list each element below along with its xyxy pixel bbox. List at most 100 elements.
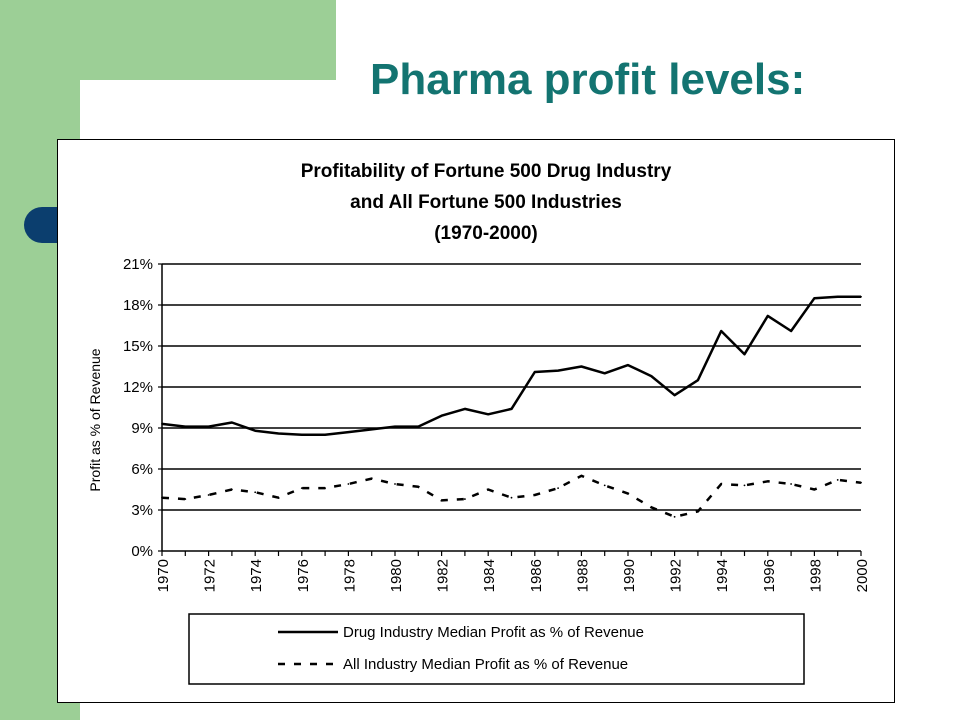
- x-tick-label: 1980: [388, 559, 405, 592]
- data-point: [510, 496, 513, 499]
- data-point: [836, 479, 839, 481]
- data-point: [697, 510, 699, 513]
- chart-title-line-1: Profitability of Fortune 500 Drug Indust…: [301, 161, 672, 182]
- data-point: [487, 413, 490, 416]
- data-point: [580, 474, 583, 477]
- data-point: [650, 506, 653, 509]
- data-point: [184, 498, 187, 500]
- chart-title-line-3: (1970-2000): [434, 223, 538, 244]
- x-tick-label: 1986: [528, 559, 545, 592]
- x-tick-label: 1972: [202, 559, 219, 592]
- data-point: [324, 487, 326, 490]
- data-point: [697, 379, 699, 382]
- data-point: [440, 499, 443, 502]
- data-point: [557, 369, 559, 372]
- axes: [158, 263, 862, 556]
- data-point: [277, 496, 280, 499]
- data-point: [510, 407, 513, 410]
- y-tick-label: 9%: [131, 420, 153, 437]
- data-point: [324, 433, 326, 436]
- data-point: [394, 425, 396, 428]
- data-point: [184, 425, 187, 428]
- data-point: [766, 480, 769, 483]
- x-tick-label: 1978: [341, 559, 358, 592]
- x-tick-label: 2000: [854, 559, 871, 592]
- data-point: [347, 483, 350, 485]
- data-point: [231, 488, 233, 491]
- data-point: [533, 494, 536, 496]
- data-point: [627, 492, 629, 495]
- data-point: [627, 364, 629, 367]
- x-tick-label: 1988: [574, 559, 591, 592]
- y-tick-label: 21%: [123, 256, 153, 273]
- data-point: [254, 429, 257, 432]
- x-tick-label: 1996: [761, 559, 778, 592]
- data-point: [161, 423, 163, 425]
- x-tick-labels: 1970 1972 1974 1976 1978 1980 1982 1984 1986 1988…: [155, 559, 871, 592]
- data-point: [650, 375, 653, 377]
- data-point: [464, 407, 466, 410]
- data-point: [440, 414, 443, 417]
- legend-label-all: All Industry Median Profit as % of Reven…: [343, 656, 628, 673]
- y-axis-label: Profit as % of Revenue: [87, 348, 103, 491]
- header-green-block: [0, 0, 336, 80]
- x-tick-label: 1984: [481, 559, 498, 592]
- data-point: [813, 297, 816, 300]
- series-drug-industry: [161, 295, 862, 437]
- x-tick-label: 1976: [295, 559, 312, 592]
- data-point: [557, 487, 559, 490]
- data-point: [347, 431, 350, 433]
- legend-label-drug: Drug Industry Median Profit as % of Reve…: [343, 624, 644, 641]
- x-tick-label: 1994: [714, 559, 731, 592]
- data-point: [766, 315, 769, 317]
- y-tick-label: 3%: [131, 502, 153, 519]
- y-tick-label: 15%: [123, 338, 153, 355]
- y-tick-label: 18%: [123, 297, 153, 314]
- data-point: [277, 432, 280, 435]
- data-point: [300, 433, 303, 436]
- y-tick-label: 12%: [123, 379, 153, 396]
- profitability-chart: Profitability of Fortune 500 Drug Indust…: [87, 161, 871, 685]
- data-point: [487, 488, 490, 491]
- data-point: [720, 330, 723, 332]
- data-point: [417, 485, 420, 488]
- data-point: [207, 494, 210, 496]
- data-point: [300, 487, 303, 490]
- data-point: [603, 372, 606, 375]
- data-point: [743, 484, 746, 487]
- data-point: [161, 496, 163, 499]
- y-tick-label: 6%: [131, 461, 153, 478]
- chart-title-line-2: and All Fortune 500 Industries: [350, 192, 622, 213]
- series-line: [161, 295, 861, 437]
- data-point: [673, 394, 676, 397]
- legend-box: [188, 613, 805, 685]
- chart-frame: Profitability of Fortune 500 Drug Indust…: [57, 139, 895, 703]
- legend: Drug Industry Median Profit as % of Reve…: [188, 613, 805, 685]
- y-tick-label: 0%: [131, 543, 153, 560]
- x-tick-label: 1998: [807, 559, 824, 592]
- data-point: [207, 425, 210, 428]
- data-point: [790, 483, 792, 485]
- data-point: [860, 295, 862, 298]
- gridlines: [162, 263, 861, 511]
- slide-title: Pharma profit levels:: [370, 55, 806, 104]
- x-tick-label: 1992: [668, 559, 685, 592]
- data-point: [394, 483, 396, 485]
- series-all-industry: [161, 474, 862, 519]
- data-point: [860, 481, 862, 484]
- data-point: [370, 428, 373, 431]
- series-lines: [161, 295, 862, 519]
- data-point: [720, 483, 723, 485]
- data-point: [417, 425, 420, 428]
- data-point: [836, 295, 839, 298]
- data-point: [673, 515, 676, 518]
- data-point: [813, 488, 816, 491]
- data-point: [370, 477, 373, 480]
- y-tick-labels: 0% 3% 6% 9% 12% 15% 18% 21%: [123, 256, 153, 560]
- chart-title: Profitability of Fortune 500 Drug Indust…: [301, 161, 672, 244]
- data-point: [603, 484, 606, 487]
- data-point: [254, 491, 257, 494]
- x-tick-label: 1974: [248, 559, 265, 592]
- data-point: [464, 498, 466, 500]
- x-tick-label: 1990: [621, 559, 638, 592]
